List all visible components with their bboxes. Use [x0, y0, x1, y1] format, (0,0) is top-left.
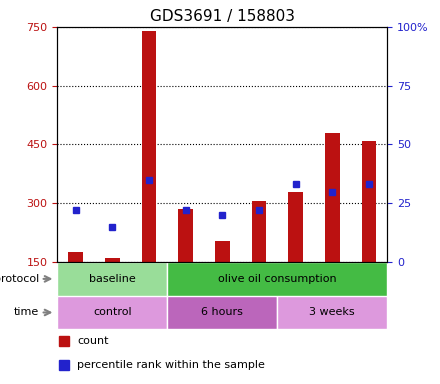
FancyBboxPatch shape	[277, 296, 387, 329]
FancyBboxPatch shape	[167, 296, 277, 329]
Text: percentile rank within the sample: percentile rank within the sample	[77, 359, 265, 369]
FancyBboxPatch shape	[57, 296, 167, 329]
Text: time: time	[14, 308, 39, 318]
Text: olive oil consumption: olive oil consumption	[218, 274, 337, 284]
Text: 3 weeks: 3 weeks	[309, 308, 355, 318]
Bar	[105, 258, 120, 262]
Text: 6 hours: 6 hours	[201, 308, 243, 318]
Text: control: control	[93, 308, 132, 318]
Text: baseline: baseline	[89, 274, 136, 284]
Bar	[215, 240, 230, 262]
Bar	[325, 133, 340, 262]
FancyBboxPatch shape	[57, 262, 167, 296]
Bar	[142, 31, 156, 262]
Text: count: count	[77, 336, 109, 346]
Bar	[288, 192, 303, 262]
FancyBboxPatch shape	[167, 262, 387, 296]
Bar	[362, 141, 376, 262]
Title: GDS3691 / 158803: GDS3691 / 158803	[150, 9, 295, 24]
Text: protocol: protocol	[0, 274, 39, 284]
Bar	[68, 252, 83, 262]
Bar	[252, 201, 266, 262]
Bar	[178, 209, 193, 262]
